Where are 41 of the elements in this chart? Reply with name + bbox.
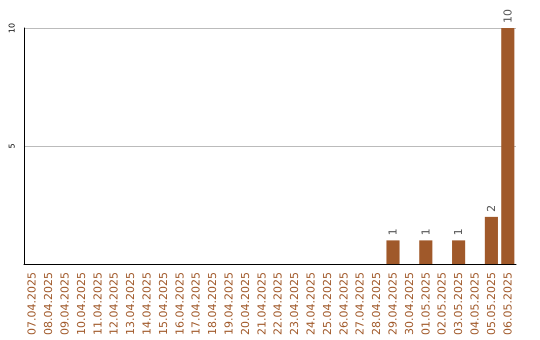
x-tick-label: 06.05.2025 — [501, 272, 514, 336]
x-tick-label: 14.04.2025 — [140, 272, 154, 336]
data-label: 1 — [386, 228, 400, 236]
data-label: 1 — [419, 228, 432, 236]
x-tick-label: 12.04.2025 — [108, 272, 121, 336]
y-tick-label: 5 — [8, 143, 16, 149]
x-tick-label: 18.04.2025 — [206, 272, 220, 336]
x-tick-label: 29.04.2025 — [386, 272, 400, 336]
x-tick-label: 22.04.2025 — [272, 272, 285, 336]
x-tick-label: 15.04.2025 — [156, 272, 170, 336]
x-tick-label: 28.04.2025 — [370, 272, 384, 336]
x-tick-label: 08.04.2025 — [42, 272, 56, 336]
x-tick-label: 23.04.2025 — [288, 272, 302, 336]
data-label: 2 — [484, 204, 498, 212]
x-tick-label: 16.04.2025 — [173, 272, 186, 336]
x-tick-label: 26.04.2025 — [337, 272, 350, 336]
x-tick-label: 10.04.2025 — [74, 272, 88, 336]
bar — [386, 240, 400, 264]
x-tick-label: 21.04.2025 — [255, 272, 268, 336]
bar — [501, 28, 514, 264]
bar — [484, 216, 498, 264]
x-tick-label: 20.04.2025 — [238, 272, 252, 336]
bar — [452, 240, 466, 264]
bar — [419, 240, 432, 264]
x-tick-label: 19.04.2025 — [222, 272, 236, 336]
x-tick-label: 09.04.2025 — [58, 272, 72, 336]
x-tick-label: 13.04.2025 — [124, 272, 138, 336]
x-tick-label: 27.04.2025 — [354, 272, 367, 336]
x-tick-label: 11.04.2025 — [91, 272, 104, 336]
x-tick-label: 07.04.2025 — [26, 272, 39, 336]
x-tick-label: 03.05.2025 — [452, 272, 466, 336]
x-tick-label: 04.05.2025 — [468, 272, 482, 336]
data-label: 1 — [452, 228, 466, 236]
x-tick-label: 05.05.2025 — [484, 272, 498, 336]
x-tick-label: 24.04.2025 — [304, 272, 318, 336]
x-tick-label: 01.05.2025 — [419, 272, 432, 336]
data-label: 10 — [501, 9, 514, 23]
x-tick-label: 17.04.2025 — [190, 272, 203, 336]
x-tick-label: 30.04.2025 — [402, 272, 416, 336]
x-tick-label: 25.04.2025 — [320, 272, 334, 336]
x-tick-label: 02.05.2025 — [436, 272, 449, 336]
